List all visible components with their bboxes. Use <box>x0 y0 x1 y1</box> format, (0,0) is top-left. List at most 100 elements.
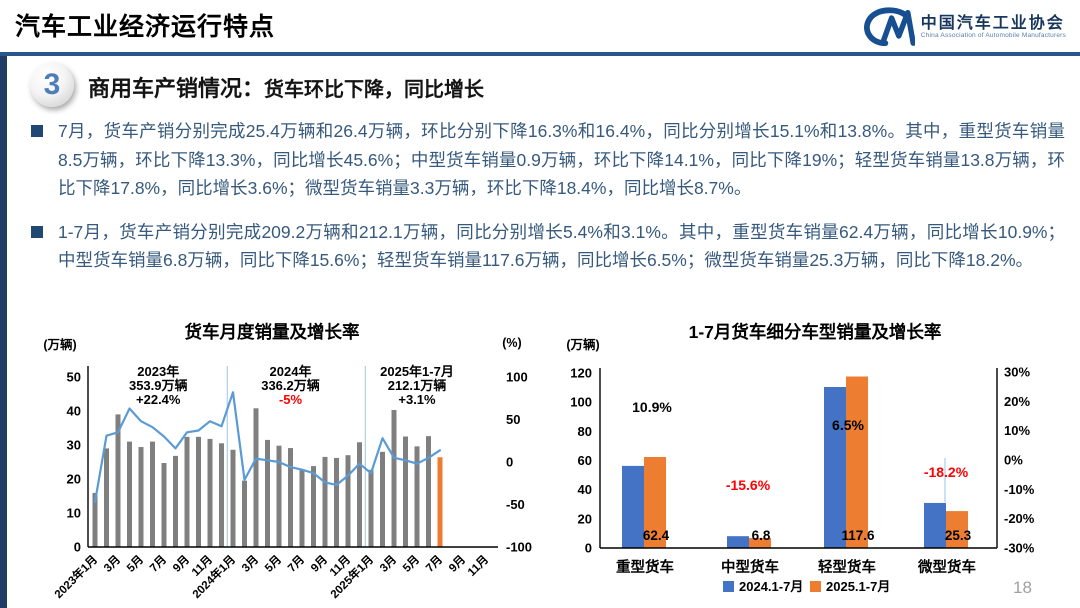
value-label: 6.8 <box>752 528 771 543</box>
annotation-text: 2023年 <box>137 364 179 379</box>
annotation-text: -5% <box>279 392 303 407</box>
bar-2025 <box>644 457 666 548</box>
sales-bar <box>104 448 109 547</box>
right-axis-tick: -100 <box>506 540 532 555</box>
bullet-list: 7月，货车产销分别完成25.4万辆和26.4万辆，环比分别下降16.3%和16.… <box>30 117 1065 290</box>
bar-2024 <box>924 502 946 548</box>
left-axis-tick: 40 <box>67 404 81 419</box>
sales-bar <box>127 441 132 547</box>
sales-bar <box>334 457 339 547</box>
sales-bar <box>311 466 316 547</box>
x-axis-tick: 3月 <box>239 553 261 575</box>
sales-bar <box>150 441 155 547</box>
x-axis-tick: 5月 <box>124 553 146 575</box>
left-axis-tick: 30 <box>67 438 81 453</box>
page-number: 18 <box>1013 578 1032 597</box>
sales-bar <box>92 492 98 547</box>
x-axis-tick: 3月 <box>377 553 399 575</box>
right-axis-tick: 30% <box>1004 365 1030 380</box>
sales-bar <box>115 414 121 547</box>
right-axis-tick: -10% <box>1004 482 1035 497</box>
bullet-row-july: 7月，货车产销分别完成25.4万辆和26.4万辆，环比分别下降16.3%和16.… <box>30 117 1065 203</box>
right-axis-tick: 10% <box>1004 423 1030 438</box>
sales-bar <box>196 436 201 547</box>
legend-label: 2024.1-7月 <box>739 579 803 594</box>
left-axis-tick: 100 <box>570 395 592 410</box>
bullet-square-icon <box>31 125 43 137</box>
category-label: 中型货车 <box>721 558 779 576</box>
category-label: 轻型货车 <box>818 558 876 576</box>
value-label: 25.3 <box>945 528 972 543</box>
legend-swatch <box>810 581 821 592</box>
sales-bar <box>253 408 259 547</box>
bar-2024 <box>622 465 644 548</box>
sales-bar <box>265 439 270 547</box>
segment-sales-chart: 1-7月货车细分车型销量及增长率 (万辆) 0 20 40 60 80 100 120 30% 20… <box>566 322 1035 594</box>
sales-bar <box>322 456 328 547</box>
sales-bar <box>368 469 374 547</box>
section-title-sub: 货车环比下降，同比增长 <box>264 79 485 101</box>
x-axis-tick: 7月 <box>423 553 445 575</box>
left-axis-tick: 50 <box>67 370 81 385</box>
sales-bar <box>173 455 178 547</box>
bar-2025 <box>946 511 968 548</box>
value-label: 117.6 <box>841 528 875 543</box>
sales-bar <box>207 438 213 547</box>
page-title: 汽车工业经济运行特点 <box>15 13 276 41</box>
x-axis-tick: 7月 <box>285 553 307 575</box>
right-axis-tick: -20% <box>1004 511 1035 526</box>
sales-bar <box>242 480 247 547</box>
sales-bar <box>357 442 362 547</box>
right-axis-tick: -30% <box>1004 541 1035 556</box>
right-axis-tick: 50 <box>506 412 520 427</box>
sales-bar <box>276 445 282 547</box>
growth-label: 10.9% <box>632 399 672 415</box>
sales-bar <box>288 448 293 547</box>
left-axis-unit: (万辆) <box>566 337 599 352</box>
chart-title: 货车月度销量及增长率 <box>185 322 360 342</box>
sales-bar <box>426 436 431 547</box>
annotation-text: +3.1% <box>398 392 436 407</box>
right-axis-tick: -50 <box>506 497 525 512</box>
paragraph-july: 7月，货车产销分别完成25.4万辆和26.4万辆，环比分别下降16.3%和16.… <box>58 121 1065 198</box>
annotation-text: 353.9万辆 <box>129 378 188 393</box>
sales-bar <box>299 470 305 547</box>
x-axis-tick: 5月 <box>400 553 422 575</box>
left-axis-tick: 20 <box>578 511 592 526</box>
bar-2024 <box>727 536 749 548</box>
x-axis-tick: 5月 <box>262 553 284 575</box>
sales-bar <box>414 446 420 547</box>
category-label: 重型货车 <box>616 558 674 576</box>
sales-bar <box>161 463 167 547</box>
growth-label: 6.5% <box>832 417 864 433</box>
sales-bar <box>219 443 224 547</box>
left-accent-bar <box>0 56 7 608</box>
left-axis-tick: 10 <box>67 506 81 521</box>
logo-org-name: 中国汽车工业协会 <box>920 14 1065 32</box>
value-label: 62.4 <box>643 528 670 543</box>
left-axis-tick: 0 <box>74 540 81 555</box>
right-axis-tick: 0 <box>506 455 513 470</box>
bar-2025 <box>846 376 868 548</box>
sales-bar <box>345 455 351 547</box>
sales-bar <box>437 457 443 547</box>
annotation-text: 212.1万辆 <box>388 378 447 393</box>
sales-bar <box>230 449 236 547</box>
legend-label: 2025.1-7月 <box>826 579 890 594</box>
right-axis-unit: (%) <box>502 336 521 350</box>
right-axis-tick: 100 <box>506 370 528 385</box>
chart-title: 1-7月货车细分车型销量及增长率 <box>689 322 942 342</box>
annotation-text: 2025年1-7月 <box>380 364 454 379</box>
growth-label: -18.2% <box>924 464 969 480</box>
caam-logo-icon <box>863 7 915 47</box>
annotation-text: +22.4% <box>136 392 181 407</box>
bar-2024 <box>824 387 846 548</box>
section-number-badge: 3 <box>30 63 74 107</box>
logo-org-name-en: China Association of Automobile Manufact… <box>920 32 1066 40</box>
monthly-sales-chart: 货车月度销量及增长率 (万辆) (%) 0 10 20 30 40 50 -100 -50 0 50 10… <box>43 322 532 601</box>
annotation-text: 2024年 <box>270 364 312 379</box>
x-axis-tick: 11月 <box>465 553 491 579</box>
sales-bar <box>391 409 397 547</box>
annotation-text: 336.2万辆 <box>261 378 320 393</box>
